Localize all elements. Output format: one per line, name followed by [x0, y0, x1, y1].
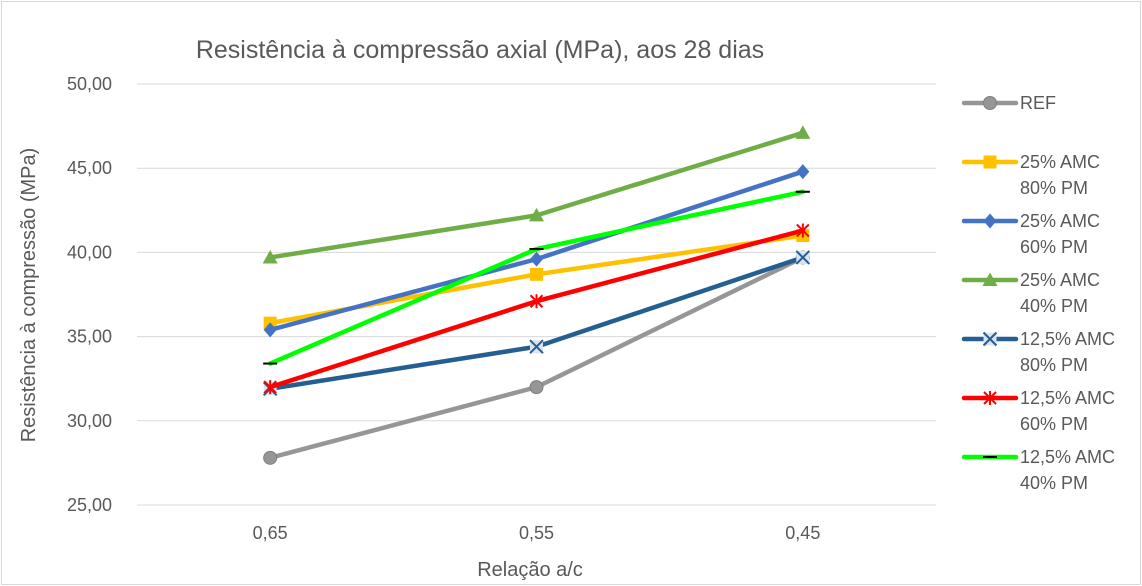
legend-label: 25% AMC	[1020, 270, 1100, 290]
legend-marker	[982, 272, 998, 286]
legend-marker	[983, 96, 997, 110]
series-6	[263, 223, 810, 395]
x-axis-label: Relação a/c	[477, 559, 583, 581]
legend-label: 12,5% AMC	[1020, 447, 1115, 467]
legend-entry: REF	[961, 93, 1056, 113]
legend-marker	[983, 391, 997, 405]
data-point	[263, 322, 277, 338]
y-tick-label: 50,00	[67, 74, 112, 94]
legend-entry: 12,5% AMC 60% PM	[961, 388, 1115, 434]
y-tick-labels: 25,00 30,00 35,00 40,00 45,00 50,00	[67, 74, 112, 515]
x-tick-label: 0,55	[519, 523, 554, 543]
y-tick-label: 30,00	[67, 411, 112, 431]
legend-label: 12,5% AMC	[1020, 388, 1115, 408]
data-point	[795, 125, 811, 139]
data-point	[796, 223, 810, 238]
legend-label: 80% PM	[1020, 178, 1088, 198]
data-point	[529, 339, 544, 354]
legend-label: 60% PM	[1020, 414, 1088, 434]
data-point	[796, 164, 810, 180]
data-point	[262, 249, 278, 264]
series-7	[263, 189, 810, 366]
series-4	[262, 125, 811, 264]
data-point	[529, 380, 544, 395]
legend-marker	[982, 331, 998, 347]
legend-label: 80% PM	[1020, 355, 1088, 375]
legend-entry: 12,5% AMC 40% PM	[961, 447, 1115, 493]
legend-entry: 12,5% AMC 80% PM	[961, 329, 1115, 375]
y-tick-label: 35,00	[67, 327, 112, 347]
x-tick-label: 0,45	[785, 523, 820, 543]
data-point	[263, 380, 277, 395]
legend-label: 60% PM	[1020, 237, 1088, 257]
legend-entry: 25% AMC 40% PM	[961, 270, 1100, 316]
legend-marker	[983, 155, 997, 169]
legend-label: 40% PM	[1020, 296, 1088, 316]
legend-label: REF	[1020, 93, 1056, 113]
y-tick-label: 25,00	[67, 495, 112, 515]
chart-title: Resistência à compressão axial (MPa), ao…	[196, 36, 764, 64]
data-point	[529, 207, 544, 222]
series-5	[262, 250, 811, 397]
data-point	[795, 250, 811, 265]
series-line	[267, 130, 806, 260]
series-lines	[262, 125, 811, 465]
legend-label: 25% AMC	[1020, 211, 1100, 231]
legend-label: 25% AMC	[1020, 152, 1100, 172]
series-line	[267, 255, 806, 461]
y-axis-label: Resistência à compressão (MPa)	[18, 148, 40, 443]
data-point	[263, 450, 278, 465]
legend-label: 40% PM	[1020, 473, 1088, 493]
series-3	[263, 164, 810, 338]
legend: REF 25% AMC 80% PM 25% AMC 60% PM 25% AMC 40% …	[961, 93, 1115, 493]
y-tick-label: 45,00	[67, 158, 112, 178]
x-tick-labels: 0,65 0,55 0,45	[253, 523, 821, 543]
data-point	[529, 294, 544, 309]
data-point	[530, 251, 543, 267]
legend-label: 12,5% AMC	[1020, 329, 1115, 349]
legend-entry: 25% AMC 60% PM	[961, 211, 1100, 257]
y-tick-label: 40,00	[67, 242, 112, 262]
legend-marker	[983, 213, 997, 229]
x-tick-label: 0,65	[253, 523, 288, 543]
legend-entry: 25% AMC 80% PM	[961, 152, 1100, 198]
data-point	[530, 267, 543, 281]
